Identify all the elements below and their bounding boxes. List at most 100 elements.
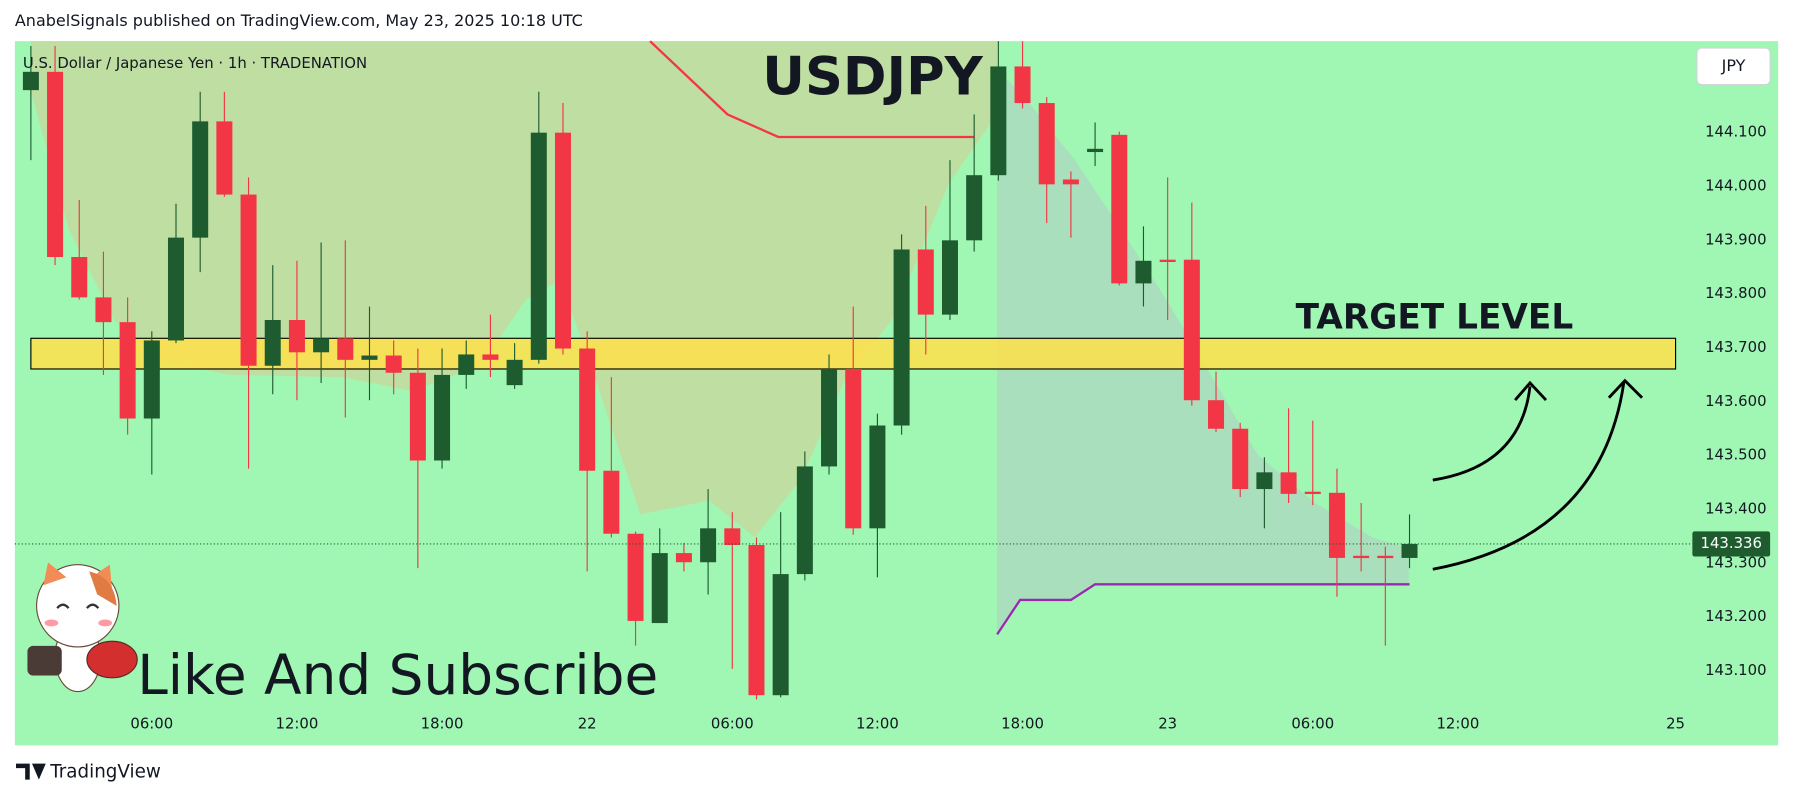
- candle-body: [1159, 259, 1176, 262]
- candle-body: [1377, 555, 1394, 559]
- arrow: [1432, 382, 1626, 571]
- candle-body: [845, 368, 862, 529]
- candle-body: [192, 121, 209, 238]
- last-price-label: 143.336: [1701, 534, 1762, 552]
- arrow-head: [1607, 378, 1644, 399]
- candle-body: [893, 249, 910, 426]
- candle-body: [579, 348, 596, 471]
- arrow-head: [1514, 380, 1548, 402]
- symbol-info: U.S. Dollar / Japanese Yen · 1h · TRADEN…: [23, 54, 367, 72]
- candle-body: [119, 322, 136, 419]
- candle-body: [627, 533, 644, 621]
- range-shade: [997, 68, 1409, 635]
- x-tick-label: 25: [1666, 715, 1685, 733]
- candle-body: [1328, 492, 1345, 558]
- candle-body: [1135, 260, 1152, 284]
- candle-body: [1304, 491, 1321, 495]
- candle-body: [1280, 472, 1297, 494]
- candle-body: [167, 237, 185, 341]
- candle-body: [530, 132, 547, 360]
- y-tick-label: 143.900: [1705, 230, 1766, 248]
- candle-body: [966, 175, 983, 241]
- plot: 143.100 143.200 143.300 143.400 143.500 143.6…: [14, 40, 1771, 733]
- currency-button[interactable]: [1696, 47, 1771, 86]
- range-shade: [30, 41, 998, 538]
- candle-body: [675, 553, 692, 563]
- candle-body: [941, 240, 958, 315]
- candle-body: [917, 249, 934, 315]
- candle-body: [337, 338, 354, 360]
- candle-body: [869, 425, 886, 529]
- x-tick-label: 06:00: [711, 715, 754, 733]
- y-tick-label: 143.400: [1705, 499, 1766, 517]
- candle-body: [288, 320, 305, 353]
- candle-body: [603, 470, 620, 534]
- candle-body: [22, 71, 39, 91]
- candle-body: [458, 354, 475, 375]
- candle-body: [700, 528, 717, 563]
- candle-body: [506, 359, 523, 386]
- candle-body: [143, 340, 160, 419]
- candle-body: [821, 368, 838, 467]
- candle-body: [1232, 428, 1249, 490]
- currency-label[interactable]: JPY: [1721, 56, 1746, 75]
- candle-body: [1401, 543, 1418, 558]
- y-tick-label: 144.000: [1705, 176, 1766, 194]
- chart-title: USDJPY: [762, 47, 983, 108]
- candle-body: [1353, 555, 1370, 559]
- candle-body: [990, 66, 1007, 176]
- x-tick-label: 18:00: [1001, 715, 1044, 733]
- y-tick-label: 143.500: [1705, 446, 1766, 464]
- candle-body: [1087, 148, 1104, 153]
- candle-body: [71, 257, 88, 298]
- x-tick-label: 06:00: [1291, 715, 1334, 733]
- candle-body: [95, 297, 112, 323]
- indicator-line: [649, 40, 975, 139]
- x-tick-label: 12:00: [856, 715, 899, 733]
- logo: [16, 763, 46, 780]
- candle-body: [434, 374, 451, 461]
- candle-body: [1014, 66, 1031, 104]
- promo-text: Like And Subscribe: [137, 643, 658, 707]
- x-tick-label: 23: [1158, 715, 1177, 733]
- y-tick-label: 143.300: [1705, 553, 1766, 571]
- candle-body: [482, 354, 499, 360]
- indicator-line: [996, 583, 1410, 636]
- mascot: [27, 562, 138, 693]
- candle-body: [1256, 472, 1273, 490]
- x-tick-label: 12:00: [276, 715, 319, 733]
- candle-body: [796, 466, 813, 575]
- y-tick-label: 144.100: [1705, 123, 1766, 141]
- y-tick-label: 143.600: [1705, 392, 1766, 410]
- candle-body: [264, 320, 281, 366]
- x-tick-label: 06:00: [130, 715, 173, 733]
- y-tick-label: 143.100: [1705, 661, 1766, 679]
- candle-body: [554, 132, 571, 349]
- candle-body: [1111, 134, 1128, 284]
- x-tick-label: 22: [578, 715, 597, 733]
- y-tick-label: 143.200: [1705, 607, 1766, 625]
- candle-body: [361, 355, 378, 360]
- candle-body: [1183, 259, 1200, 401]
- arrows: [1432, 378, 1644, 571]
- y-tick-label: 143.800: [1705, 284, 1766, 302]
- candle-body: [47, 71, 64, 258]
- candle-body: [1038, 103, 1055, 185]
- target-label: TARGET LEVEL: [1296, 297, 1574, 337]
- candle-body: [724, 528, 741, 546]
- candle-body: [385, 355, 402, 373]
- y-tick-label: 143.700: [1705, 338, 1766, 356]
- candle-body: [1062, 179, 1079, 185]
- x-tick-label: 18:00: [421, 715, 464, 733]
- x-tick-label: 12:00: [1436, 715, 1479, 733]
- last-price-box: [1692, 531, 1771, 557]
- candle-body: [216, 121, 233, 195]
- candle-body: [748, 545, 765, 696]
- candle-body: [651, 553, 668, 624]
- candle-body: [772, 574, 789, 696]
- arrow: [1432, 386, 1532, 482]
- candle-body: [1208, 400, 1225, 429]
- footer: TradingView: [49, 762, 161, 783]
- candle-body: [313, 338, 330, 353]
